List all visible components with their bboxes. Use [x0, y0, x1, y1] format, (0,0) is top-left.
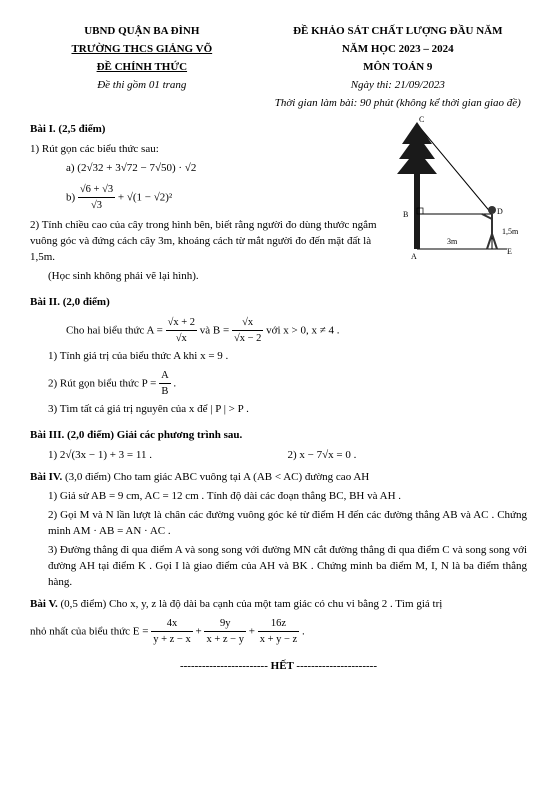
header-right-1: ĐỀ KHẢO SÁT CHẤT LƯỢNG ĐẦU NĂM: [269, 24, 527, 40]
bai2-given: Cho hai biểu thức A = √x + 2 √x và B = √…: [66, 315, 527, 346]
fig-label-d: D: [497, 207, 503, 216]
bai2-q2-den: B: [159, 384, 171, 399]
bai2-A-num: √x + 2: [166, 315, 197, 331]
bai5-title-prefix: Bài V.: [30, 598, 60, 610]
bai4-q2: 2) Gọi M và N lần lượt là chân các đường…: [48, 508, 527, 540]
header-right-3: MÔN TOÁN 9: [269, 60, 527, 76]
header-right-4: Ngày thi: 21/09/2023: [269, 78, 527, 94]
bai5-t2-den: x + z − y: [204, 632, 246, 647]
bai5-line2: nhỏ nhất của biểu thức E = 4x y + z − x …: [30, 616, 527, 647]
header-right-2: NĂM HỌC 2023 – 2024: [269, 42, 527, 58]
header-row-1: UBND QUẬN BA ĐÌNH ĐỀ KHẢO SÁT CHẤT LƯỢNG…: [30, 24, 527, 40]
bai3-eqs: 1) 2√(3x − 1) + 3 = 11 . 2) x − 7√x = 0 …: [30, 448, 527, 464]
bai5-t2: 9y x + z − y: [204, 616, 246, 647]
header-left-1: UBND QUẬN BA ĐÌNH: [30, 24, 254, 40]
bai4-title-prefix: Bài IV.: [30, 471, 65, 483]
header-row-2: TRƯỜNG THCS GIẢNG VÕ NĂM HỌC 2023 – 2024: [30, 42, 527, 58]
fig-label-c: C: [419, 115, 424, 124]
header-left-5: [30, 96, 254, 112]
bai1-b-den: √3: [78, 198, 115, 213]
fig-label-b: B: [403, 210, 408, 219]
bai1-q2: 2) Tính chiều cao của cây trong hình bên…: [30, 218, 390, 266]
bai5-line2-prefix: nhỏ nhất của biểu thức E =: [30, 625, 151, 637]
footer-end: ------------------------ HẾT -----------…: [30, 659, 527, 675]
bai4-title-rest: (3,0 điểm) Cho tam giác ABC vuông tại A …: [65, 471, 369, 483]
bai1-b-num: √6 + √3: [78, 182, 115, 198]
header-row-3: ĐỀ CHÍNH THỨC MÔN TOÁN 9: [30, 60, 527, 76]
bai5-t1: 4x y + z − x: [151, 616, 193, 647]
bai2-q3: 3) Tìm tất cả giá trị nguyên của x để | …: [48, 402, 527, 418]
bai2-title: Bài II. (2,0 điểm): [30, 295, 527, 311]
bai2-q2-num: A: [159, 368, 171, 384]
bai5-title-rest: (0,5 điểm) Cho x, y, z là độ dài ba cạnh…: [60, 598, 442, 610]
bai2-B: √x √x − 2: [232, 315, 263, 346]
header-left-4: Đề thi gồm 01 trang: [30, 78, 254, 94]
bai2-q2-suffix: .: [173, 377, 176, 389]
bai2-B-num: √x: [232, 315, 263, 331]
bai2-A: √x + 2 √x: [166, 315, 197, 346]
bai5-t3-den: x + y − z: [258, 632, 300, 647]
bai5-suffix: .: [302, 625, 305, 637]
bai1-note: (Học sinh không phải vẽ lại hình).: [48, 269, 527, 285]
bai4-q3: 3) Đường thẳng đi qua điểm A và song son…: [48, 543, 527, 591]
bai5-plus1: +: [195, 625, 204, 637]
bai1-b-rest: + √(1 − √2)²: [118, 191, 172, 203]
bai5-t1-den: y + z − x: [151, 632, 193, 647]
bai2-between: và B =: [200, 324, 232, 336]
bai2-q2-frac: A B: [159, 368, 171, 399]
tree-figure: C D A B E 3m 1,5m: [397, 114, 527, 264]
bai5-t3: 16z x + y − z: [258, 616, 300, 647]
bai2-q2-prefix: 2) Rút gọn biểu thức P =: [48, 377, 159, 389]
fig-label-a: A: [411, 252, 417, 261]
header-right-5: Thời gian làm bài: 90 phút (không kể thờ…: [269, 96, 527, 112]
bai5-t2-num: 9y: [204, 616, 246, 632]
bai2-q2: 2) Rút gọn biểu thức P = A B .: [48, 368, 527, 399]
bai3-title: Bài III. (2,0 điểm) Giải các phương trìn…: [30, 428, 527, 444]
header-left-3: ĐỀ CHÍNH THỨC: [30, 60, 254, 76]
bai5-line1: Bài V. (0,5 điểm) Cho x, y, z là độ dài …: [30, 597, 527, 613]
bai3-eq1: 1) 2√(3x − 1) + 3 = 11 .: [48, 448, 288, 464]
header-left-2: TRƯỜNG THCS GIẢNG VÕ: [30, 42, 254, 58]
bai2-given-prefix: Cho hai biểu thức A =: [66, 324, 166, 336]
bai5-plus2: +: [249, 625, 258, 637]
bai5-t3-num: 16z: [258, 616, 300, 632]
bai5-t1-num: 4x: [151, 616, 193, 632]
bai1-b-frac: √6 + √3 √3: [78, 182, 115, 213]
bai2-A-den: √x: [166, 331, 197, 346]
fig-label-e: E: [507, 247, 512, 256]
bai3-eq2: 2) x − 7√x = 0 .: [288, 448, 528, 464]
header-row-5: Thời gian làm bài: 90 phút (không kể thờ…: [30, 96, 527, 112]
fig-3m: 3m: [447, 237, 458, 246]
header-row-4: Đề thi gồm 01 trang Ngày thi: 21/09/2023: [30, 78, 527, 94]
bai2-q1: 1) Tính giá trị của biểu thức A khi x = …: [48, 349, 527, 365]
bai4-title: Bài IV. (3,0 điểm) Cho tam giác ABC vuôn…: [30, 470, 527, 486]
bai2-cond: với x > 0, x ≠ 4 .: [266, 324, 339, 336]
bai1-b-prefix: b): [66, 191, 78, 203]
bai2-B-den: √x − 2: [232, 331, 263, 346]
bai4-q1: 1) Giả sử AB = 9 cm, AC = 12 cm . Tính đ…: [48, 489, 527, 505]
fig-15m: 1,5m: [502, 227, 519, 236]
